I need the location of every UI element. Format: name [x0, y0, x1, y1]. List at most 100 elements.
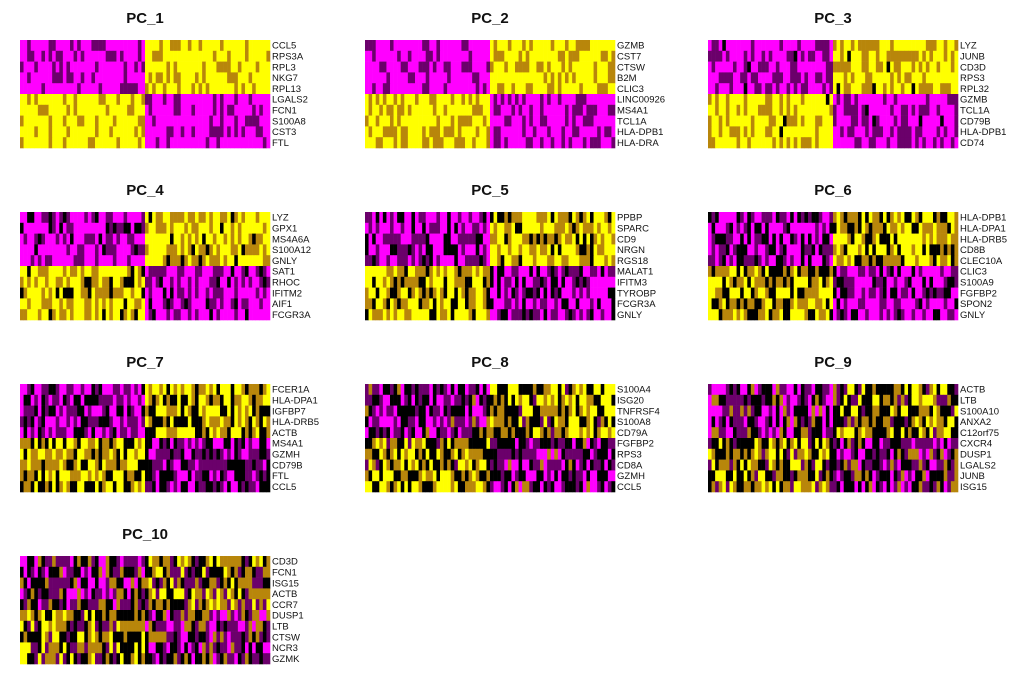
heatmap-cell: [750, 212, 755, 224]
heatmap-cell: [66, 104, 71, 116]
heatmap-cell: [375, 83, 380, 95]
heatmap-cell: [162, 104, 167, 116]
heatmap-cell: [255, 416, 260, 428]
heatmap-cell: [586, 298, 591, 310]
heatmap-cell: [904, 233, 909, 245]
heatmap-cell: [205, 104, 210, 116]
heatmap-cell: [768, 94, 773, 106]
heatmap-cell: [461, 255, 466, 267]
heatmap-cell: [425, 276, 430, 288]
heatmap-cell: [372, 104, 377, 116]
heatmap-cell: [532, 244, 537, 256]
heatmap-cell: [554, 255, 559, 267]
heatmap-cell: [518, 50, 523, 62]
heatmap-cell: [461, 50, 466, 62]
heatmap-cell: [70, 276, 74, 288]
heatmap-cell: [729, 287, 734, 299]
heatmap-cell: [800, 126, 805, 138]
heatmap-cell: [120, 470, 124, 482]
heatmap-cell: [109, 416, 114, 428]
heatmap-cell: [23, 394, 28, 406]
heatmap-cell: [590, 287, 594, 299]
heatmap-cell: [227, 61, 232, 73]
heatmap-cell: [925, 61, 930, 73]
heatmap-cell: [55, 137, 60, 149]
heatmap-cell: [540, 233, 544, 245]
heatmap-cell: [170, 61, 174, 73]
heatmap-cell: [557, 94, 562, 106]
heatmap-cell: [120, 212, 124, 224]
heatmap-cell: [59, 298, 64, 310]
heatmap-cell: [482, 309, 487, 321]
heatmap-cell: [457, 72, 462, 84]
heatmap-cell: [765, 212, 770, 224]
heatmap-cell: [137, 94, 142, 106]
heatmap-cell: [447, 222, 452, 234]
heatmap-cell: [797, 255, 802, 267]
heatmap-cell: [248, 94, 253, 106]
heatmap-cell: [379, 104, 384, 116]
heatmap-cell: [173, 309, 178, 321]
heatmap-cell: [130, 438, 135, 450]
heatmap-cell: [187, 212, 192, 224]
heatmap-cell: [925, 266, 930, 278]
heatmap-cell: [23, 298, 28, 310]
heatmap-cell: [861, 50, 866, 62]
heatmap-cell: [400, 126, 405, 138]
heatmap-cell: [547, 61, 552, 73]
heatmap-cell: [457, 50, 462, 62]
heatmap-cell: [550, 137, 555, 149]
heatmap-cell: [223, 72, 228, 84]
heatmap-cell: [27, 244, 32, 256]
heatmap-cell: [386, 309, 391, 321]
heatmap-cell: [836, 298, 841, 310]
heatmap-cell: [843, 83, 848, 95]
heatmap-cell: [105, 222, 110, 234]
heatmap-cell: [611, 83, 616, 95]
heatmap-cell: [141, 94, 146, 106]
heatmap-cell: [127, 233, 132, 245]
heatmap-cell: [212, 72, 217, 84]
heatmap-cell: [191, 94, 196, 106]
heatmap-cell: [66, 233, 71, 245]
heatmap-cell: [368, 61, 373, 73]
heatmap-cell: [568, 309, 573, 321]
heatmap-cell: [786, 72, 791, 84]
heatmap-cell: [904, 72, 909, 84]
heatmap-cell: [504, 94, 509, 106]
heatmap-cell: [786, 50, 791, 62]
heatmap-cell: [209, 427, 214, 439]
heatmap-cell: [148, 126, 153, 138]
heatmap-cell: [177, 244, 182, 256]
heatmap-cell: [597, 126, 602, 138]
heatmap-cell: [543, 255, 548, 267]
gene-label: RHOC: [272, 278, 300, 289]
heatmap-cell: [27, 50, 32, 62]
heatmap-cell: [209, 394, 214, 406]
gene-label: CLIC3: [617, 84, 644, 95]
heatmap-cell: [900, 255, 905, 267]
heatmap-cell: [900, 276, 905, 288]
heatmap-cell: [775, 276, 780, 288]
heatmap-cell: [102, 298, 107, 310]
heatmap-cell: [875, 83, 880, 95]
heatmap-cell: [365, 222, 369, 234]
heatmap-cell: [925, 104, 930, 116]
heatmap-cell: [575, 104, 580, 116]
heatmap-cell: [255, 255, 260, 267]
heatmap-cell: [736, 298, 741, 310]
heatmap-cell: [102, 405, 107, 417]
heatmap-cell: [479, 244, 484, 256]
heatmap-cell: [127, 40, 132, 52]
heatmap-cell: [191, 244, 196, 256]
heatmap-cell: [177, 222, 182, 234]
heatmap-cell: [540, 94, 544, 106]
heatmap-cell: [404, 72, 409, 84]
heatmap-cell: [575, 266, 580, 278]
heatmap-cell: [918, 61, 923, 73]
heatmap-cell: [73, 104, 78, 116]
heatmap-cell: [66, 394, 71, 406]
heatmap-cell: [793, 115, 798, 127]
heatmap-cell: [808, 309, 812, 321]
heatmap-cell: [729, 40, 734, 52]
